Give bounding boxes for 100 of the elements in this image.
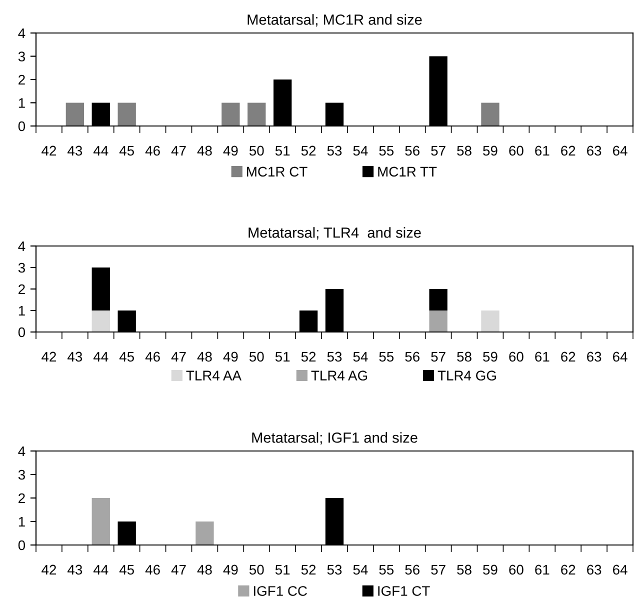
y-tick-label: 2 — [18, 74, 25, 85]
x-tick-label: 60 — [509, 146, 524, 156]
bar — [118, 102, 136, 126]
y-tick-label: 1 — [18, 98, 25, 108]
x-tick-label: 45 — [119, 352, 134, 362]
x-tick-label: 59 — [483, 352, 498, 362]
x-tick-label: 46 — [145, 564, 160, 575]
x-tick-label: 48 — [197, 146, 212, 156]
chart-title: Metatarsal; TLR4 and size — [248, 227, 421, 240]
y-tick-label: 0 — [18, 540, 26, 550]
y-tick-label: 4 — [18, 241, 26, 252]
x-tick-label: 61 — [535, 564, 550, 575]
x-tick-label: 50 — [249, 352, 264, 362]
y-tick-label: 1 — [18, 516, 25, 527]
x-tick-label: 64 — [613, 352, 628, 362]
x-tick-label: 47 — [171, 146, 186, 156]
x-tick-label: 46 — [145, 352, 160, 362]
x-tick-label: 56 — [405, 564, 420, 575]
chart-title: Metatarsal; MC1R and size — [248, 14, 422, 27]
x-tick-label: 55 — [379, 564, 394, 575]
y-tick-label: 2 — [18, 284, 25, 294]
x-tick-label: 61 — [535, 352, 550, 362]
x-tick-label: 46 — [145, 146, 160, 156]
x-tick-label: 44 — [93, 352, 108, 362]
x-tick-label: 47 — [171, 352, 186, 362]
bar — [92, 268, 110, 310]
y-tick-label: 0 — [18, 327, 26, 338]
x-tick-label: 55 — [379, 352, 394, 362]
x-tick-label: 53 — [327, 146, 342, 156]
legend-label: TLR4 AG — [311, 370, 368, 380]
x-tick-label: 56 — [405, 146, 420, 156]
x-tick-label: 63 — [587, 564, 602, 575]
legend-label: MC1R TT — [378, 166, 437, 177]
legend-label: TLR4 GG — [438, 370, 496, 380]
x-tick-label: 50 — [249, 146, 264, 156]
x-tick-label: 58 — [457, 146, 472, 156]
x-tick-label: 52 — [301, 146, 316, 156]
bar — [481, 310, 500, 332]
y-tick-label: 3 — [18, 470, 25, 480]
x-tick-label: 62 — [561, 352, 576, 362]
x-tick-label: 48 — [197, 564, 212, 575]
y-tick-label: 3 — [18, 52, 25, 62]
x-tick-label: 44 — [93, 146, 108, 156]
x-tick-label: 64 — [613, 146, 628, 156]
x-tick-label: 44 — [93, 564, 108, 575]
y-tick-label: 2 — [18, 493, 25, 504]
x-tick-label: 56 — [405, 352, 420, 362]
x-tick-label: 62 — [561, 146, 576, 156]
x-tick-label: 42 — [42, 564, 56, 575]
bar — [66, 102, 84, 126]
bar — [222, 102, 240, 126]
x-tick-label: 63 — [587, 352, 602, 362]
y-tick-label: 4 — [18, 446, 26, 456]
bar — [481, 102, 500, 126]
bar — [92, 310, 110, 332]
x-tick-label: 57 — [431, 352, 446, 362]
y-tick-label: 4 — [18, 28, 26, 38]
x-tick-label: 43 — [68, 352, 82, 362]
x-tick-label: 63 — [587, 146, 602, 156]
x-tick-label: 43 — [68, 564, 82, 575]
x-tick-label: 51 — [275, 564, 290, 575]
bar — [429, 310, 448, 332]
x-tick-label: 43 — [68, 146, 82, 156]
x-tick-label: 42 — [42, 352, 56, 362]
bar — [248, 102, 266, 126]
x-tick-label: 53 — [327, 564, 342, 575]
x-tick-label: 57 — [431, 564, 446, 575]
x-tick-label: 58 — [457, 564, 472, 575]
x-tick-label: 52 — [301, 564, 316, 575]
x-tick-label: 51 — [275, 352, 290, 362]
legend-label: IGF1 CC — [254, 586, 307, 596]
x-tick-label: 55 — [379, 146, 394, 156]
x-tick-label: 49 — [223, 146, 238, 156]
y-tick-label: 3 — [18, 262, 25, 273]
chart-title: Metatarsal; IGF1 and size — [252, 432, 418, 445]
x-tick-label: 49 — [223, 352, 238, 362]
x-tick-label: 54 — [353, 564, 368, 575]
x-tick-label: 58 — [457, 352, 472, 362]
legend-label: TLR4 AA — [186, 370, 242, 380]
bar — [429, 289, 448, 310]
x-tick-label: 61 — [535, 146, 550, 156]
x-tick-label: 47 — [171, 564, 186, 575]
legend-label: MC1R CT — [247, 166, 308, 177]
legend-label: IGF1 CT — [378, 586, 430, 596]
y-tick-label: 0 — [18, 121, 26, 132]
x-tick-label: 45 — [119, 564, 134, 575]
x-tick-label: 57 — [431, 146, 446, 156]
x-tick-label: 59 — [483, 564, 498, 575]
x-tick-label: 64 — [613, 564, 628, 575]
x-tick-label: 60 — [509, 352, 524, 362]
x-tick-label: 45 — [119, 146, 134, 156]
x-tick-label: 52 — [301, 352, 316, 362]
x-tick-label: 51 — [275, 146, 290, 156]
x-tick-label: 54 — [353, 146, 368, 156]
x-tick-label: 49 — [223, 564, 238, 575]
y-tick-label: 1 — [18, 306, 25, 316]
x-tick-label: 53 — [327, 352, 342, 362]
x-tick-label: 62 — [561, 564, 576, 575]
x-tick-label: 54 — [353, 352, 368, 362]
x-tick-label: 60 — [509, 564, 524, 575]
